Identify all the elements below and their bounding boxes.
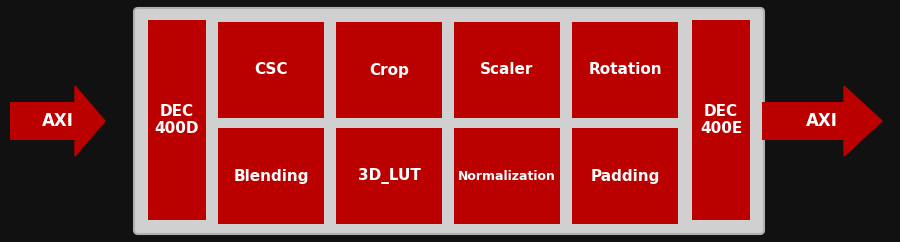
Bar xyxy=(148,20,206,220)
Text: Normalization: Normalization xyxy=(458,169,556,182)
Text: CSC: CSC xyxy=(254,62,288,77)
Bar xyxy=(692,20,750,220)
Bar xyxy=(454,22,560,118)
Bar xyxy=(218,128,324,224)
Text: AXI: AXI xyxy=(806,112,838,130)
Bar xyxy=(572,128,678,224)
Text: Padding: Padding xyxy=(590,168,660,183)
Text: Crop: Crop xyxy=(369,62,409,77)
Bar xyxy=(454,128,560,224)
Bar xyxy=(10,102,75,140)
Text: AXI: AXI xyxy=(41,112,74,130)
Bar xyxy=(336,22,442,118)
Text: Rotation: Rotation xyxy=(589,62,662,77)
Text: DEC
400D: DEC 400D xyxy=(155,104,199,136)
Text: 3D_LUT: 3D_LUT xyxy=(357,168,420,184)
Text: Blending: Blending xyxy=(233,168,309,183)
Text: Scaler: Scaler xyxy=(481,62,534,77)
Polygon shape xyxy=(844,86,882,156)
Bar xyxy=(218,22,324,118)
Bar xyxy=(762,102,844,140)
Polygon shape xyxy=(75,86,105,156)
Bar xyxy=(336,128,442,224)
Bar xyxy=(572,22,678,118)
FancyBboxPatch shape xyxy=(134,8,764,234)
Text: DEC
400E: DEC 400E xyxy=(700,104,742,136)
